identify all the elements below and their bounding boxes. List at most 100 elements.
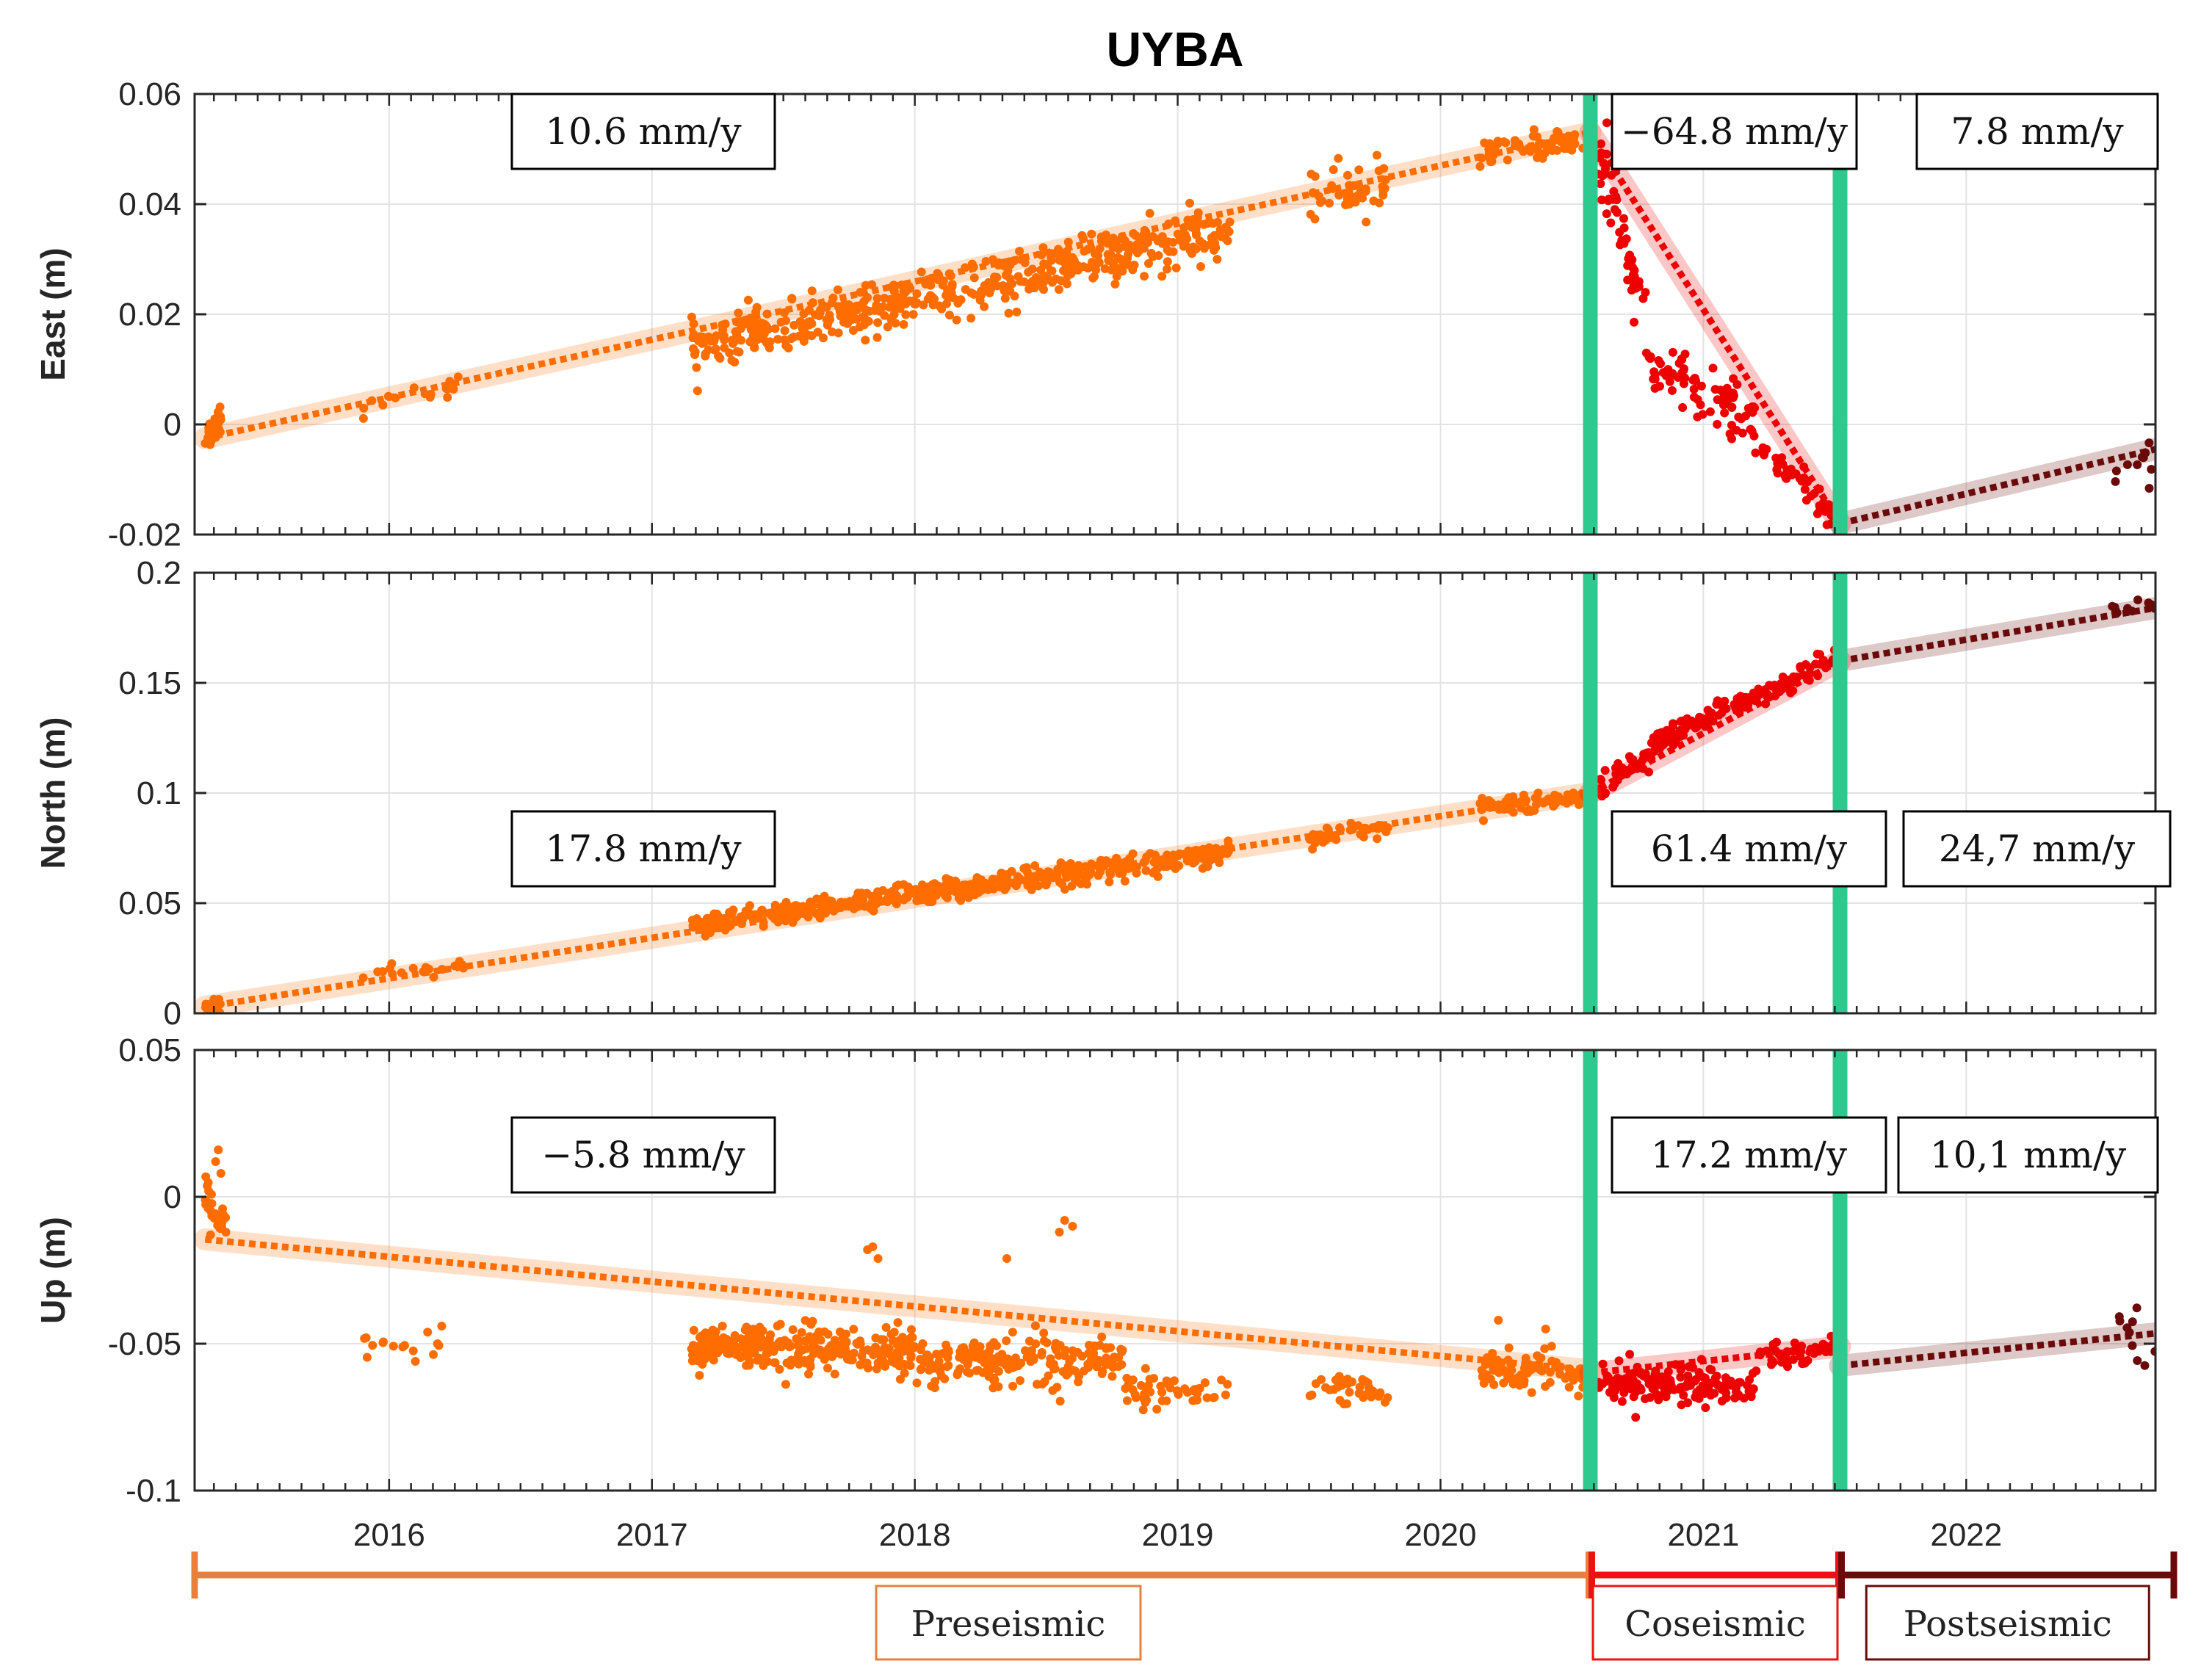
data-point — [869, 1350, 878, 1360]
rate-box-frame — [1897, 1116, 2159, 1194]
data-point — [1663, 1366, 1673, 1376]
data-point — [1777, 453, 1787, 463]
data-point — [856, 1360, 866, 1369]
data-point — [917, 267, 926, 277]
postseismic-fit-line — [1839, 604, 2155, 665]
data-point — [1163, 257, 1172, 267]
data-point — [820, 891, 829, 901]
data-point — [1717, 1397, 1727, 1406]
data-point — [707, 1342, 717, 1351]
data-point — [1200, 1378, 1210, 1388]
data-point — [816, 1336, 825, 1345]
data-point — [944, 1346, 953, 1355]
x-tick-label: 2017 — [616, 1517, 688, 1553]
data-point — [1562, 798, 1572, 808]
data-point — [1157, 272, 1167, 281]
data-point — [935, 301, 944, 311]
data-point — [1745, 1375, 1754, 1385]
data-point — [886, 316, 896, 325]
data-point — [722, 1344, 731, 1354]
outlier-point — [1055, 1228, 1064, 1237]
data-point — [901, 1360, 911, 1369]
data-point — [1773, 468, 1782, 478]
data-point — [1185, 246, 1195, 255]
data-point — [895, 1360, 905, 1369]
data-point — [211, 1209, 220, 1218]
data-point — [695, 1371, 704, 1380]
phase-label: Preseismic — [911, 1604, 1105, 1645]
data-point — [839, 300, 849, 309]
data-point — [1220, 224, 1229, 233]
data-point — [1815, 501, 1824, 510]
coseismic-scatter-cluster — [1594, 1350, 1758, 1422]
data-point — [1734, 413, 1743, 421]
data-point — [385, 964, 394, 974]
data-point — [1152, 1405, 1162, 1414]
data-point — [823, 320, 832, 330]
data-point — [1005, 274, 1015, 283]
data-point — [1343, 1379, 1353, 1388]
data-point — [1067, 881, 1077, 891]
data-point — [960, 1346, 969, 1355]
data-point — [1145, 209, 1154, 218]
data-point — [883, 322, 892, 332]
data-point — [718, 325, 728, 335]
rate-box: 7.8 mm/y — [1915, 93, 2159, 170]
rate-label: 17.2 mm/y — [1651, 1134, 1848, 1176]
data-point — [1605, 1388, 1614, 1397]
data-point — [689, 319, 698, 328]
data-point — [756, 333, 766, 342]
data-point — [1195, 1383, 1204, 1393]
data-point — [1732, 425, 1741, 435]
data-point — [770, 324, 780, 333]
data-point — [1600, 766, 1610, 775]
data-point — [1381, 1397, 1389, 1407]
data-point — [864, 1364, 872, 1373]
data-point — [825, 311, 834, 320]
data-point — [1611, 1383, 1621, 1393]
data-point — [720, 343, 729, 352]
data-point — [1679, 366, 1688, 374]
data-point — [925, 291, 935, 300]
data-point — [1162, 1376, 1171, 1386]
data-point — [1141, 1383, 1151, 1393]
rate-box-frame — [1611, 93, 1858, 170]
data-point — [1112, 272, 1121, 281]
outlier-point — [437, 1322, 447, 1330]
rate-box: 17.2 mm/y — [1611, 1116, 1887, 1194]
data-point — [217, 1217, 227, 1226]
data-point — [776, 1319, 785, 1329]
data-point — [1140, 272, 1149, 281]
data-point — [1154, 251, 1163, 260]
data-point — [972, 1350, 981, 1358]
data-point — [1122, 1373, 1132, 1383]
chart-title: UYBA — [1106, 22, 1243, 76]
preseismic-scatter-cluster — [687, 198, 1235, 396]
data-point — [849, 1325, 859, 1334]
data-point — [998, 281, 1008, 290]
data-point — [2132, 1303, 2142, 1313]
rate-box: −5.8 mm/y — [510, 1116, 776, 1194]
data-point — [1634, 277, 1644, 286]
data-point — [1479, 796, 1489, 805]
data-point — [2114, 1312, 2124, 1322]
data-point — [1785, 468, 1794, 477]
data-point — [1107, 1372, 1117, 1381]
rate-label: −5.8 mm/y — [541, 1134, 745, 1176]
data-point — [1004, 308, 1013, 318]
data-point — [1705, 407, 1715, 416]
data-point — [1688, 375, 1698, 385]
data-point — [1504, 1343, 1514, 1353]
data-point — [1212, 255, 1222, 264]
data-point — [1110, 1353, 1119, 1362]
data-point — [927, 1364, 936, 1372]
data-point — [701, 931, 710, 941]
data-point — [898, 293, 908, 303]
data-point — [702, 913, 712, 923]
data-point — [1788, 1355, 1798, 1364]
data-point — [1027, 283, 1037, 292]
data-point — [743, 1353, 753, 1363]
data-point — [1626, 1376, 1636, 1386]
data-point — [762, 338, 771, 347]
data-point — [1120, 877, 1130, 886]
